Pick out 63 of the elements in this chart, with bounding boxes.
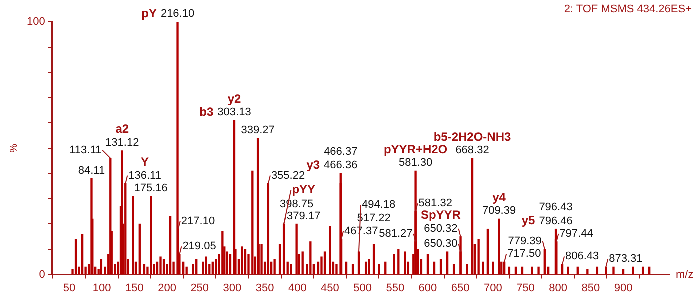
annotation: 355.22 xyxy=(271,170,306,182)
annotation: 84.11 xyxy=(78,164,106,177)
y-tick-label: 0 xyxy=(39,268,46,281)
annotation: 779.39 xyxy=(508,236,542,248)
annotation: b5-2H2O-NH3 xyxy=(434,130,512,144)
x-tick-label: 150 xyxy=(126,282,144,294)
annotation: SpYYR xyxy=(420,208,462,222)
x-tick-label: 850 xyxy=(582,282,600,294)
annotation: pY xyxy=(142,6,157,20)
annotation: 581.27 xyxy=(379,228,413,240)
annotation: 113.11 xyxy=(70,144,102,157)
annotation: y5 xyxy=(522,214,536,228)
annotation: y3 xyxy=(306,158,320,172)
annotation: 466.37 xyxy=(324,146,358,158)
annotation: 466.36 xyxy=(324,160,358,172)
annotation: 131.12 xyxy=(106,136,140,149)
annotation: 717.50 xyxy=(508,248,542,260)
annotation: 216.10 xyxy=(160,8,195,20)
annotation: 873.31 xyxy=(609,253,643,266)
annotation: a2 xyxy=(116,122,130,136)
annotation: 796.43 xyxy=(539,201,573,214)
annotation: pYYR+H2O xyxy=(384,142,448,156)
x-tick-label: 900 xyxy=(614,282,633,294)
x-tick-label: 450 xyxy=(321,282,340,294)
annotation: 806.43 xyxy=(566,250,600,263)
annotation: pYY xyxy=(292,182,316,197)
annotation: 303.13 xyxy=(218,106,252,119)
annotation: 581.32 xyxy=(418,198,452,210)
annotation: b3 xyxy=(200,104,214,119)
x-tick-label: 250 xyxy=(190,282,210,294)
annotation: 581.30 xyxy=(398,157,433,170)
x-tick-label: 50 xyxy=(63,282,76,294)
annotation: 709.39 xyxy=(482,205,516,218)
x-tick-label: 500 xyxy=(354,282,372,294)
annotation: 796.46 xyxy=(539,215,573,228)
x-tick-label: 600 xyxy=(418,282,438,294)
annotation: 175.16 xyxy=(134,182,168,194)
x-tick-label: 200 xyxy=(158,282,176,294)
x-tick-label: 800 xyxy=(549,282,568,294)
annotation: 650.32 xyxy=(424,222,458,235)
x-tick-label: 650 xyxy=(451,282,470,294)
y-axis-title: % xyxy=(8,144,20,153)
text: 2: TOF MSMS 434.26ES+ xyxy=(564,4,692,16)
x-tick-label: 100 xyxy=(92,282,112,294)
annotation: y4 xyxy=(492,190,506,204)
annotation: 136.11 xyxy=(128,170,162,182)
annotation: 668.32 xyxy=(456,144,490,157)
x-tick-label: 350 xyxy=(256,282,274,294)
annotation: 339.27 xyxy=(241,124,275,136)
annotation: 219.05 xyxy=(182,240,216,253)
x-tick-label: 400 xyxy=(288,282,307,294)
x-tick-label: 550 xyxy=(386,282,405,294)
annotation: Y xyxy=(141,155,150,170)
annotation: y2 xyxy=(228,92,242,106)
x-tick-label: 300 xyxy=(223,282,242,294)
x-axis-title: m/z xyxy=(676,268,694,281)
annotation: 217.10 xyxy=(181,215,216,228)
annotation: 379.17 xyxy=(287,210,321,222)
annotation: 650.30 xyxy=(424,238,458,250)
x-tick-label: 700 xyxy=(484,282,502,294)
annotation: 797.44 xyxy=(560,228,594,240)
annotation: 494.18 xyxy=(362,199,396,212)
x-tick-label: 750 xyxy=(516,282,535,294)
